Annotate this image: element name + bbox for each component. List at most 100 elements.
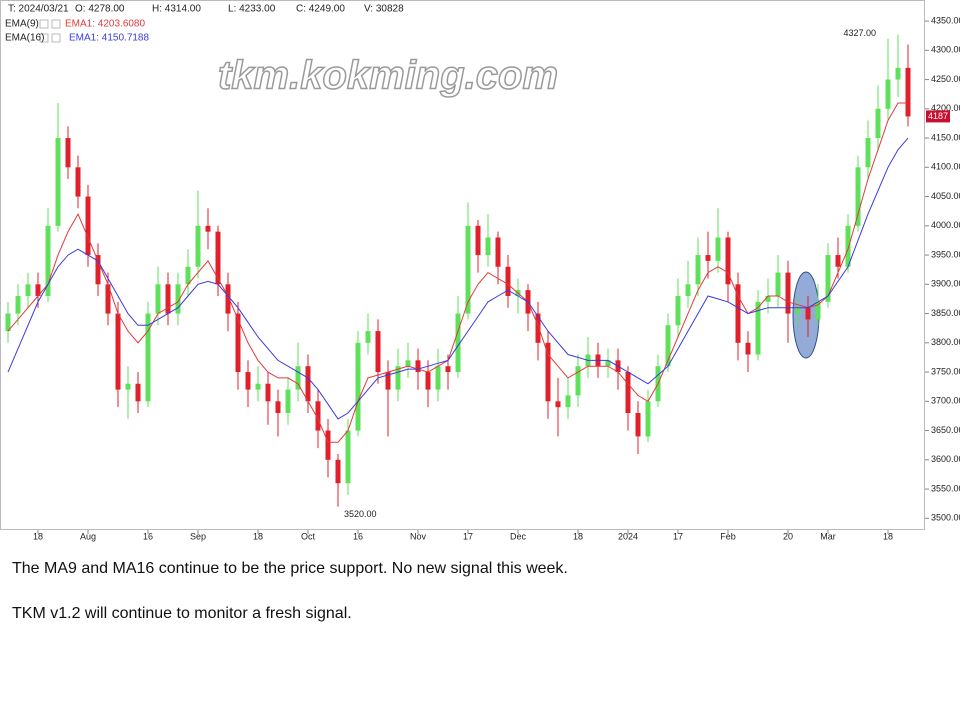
candle-body xyxy=(125,383,131,390)
candle-body xyxy=(375,331,381,373)
candle-body xyxy=(65,138,71,168)
y-tick-label: 4000.00 xyxy=(931,220,960,230)
candle-body xyxy=(895,67,901,80)
candle-body xyxy=(675,296,681,326)
y-tick-label: 4050.00 xyxy=(931,191,960,201)
x-tick-label: 17 xyxy=(463,531,473,541)
watermark: tkm.kokming.com xyxy=(218,54,558,98)
candle-body xyxy=(205,225,211,232)
candle-body xyxy=(185,266,191,285)
x-tick-label: 16 xyxy=(143,531,153,541)
caption: TKM v1.2 will continue to monitor a fres… xyxy=(12,605,352,622)
candle-body xyxy=(75,167,81,197)
checkbox xyxy=(51,19,61,29)
candle-body xyxy=(805,307,811,320)
checkbox xyxy=(39,33,49,43)
header-info: V: 30828 xyxy=(364,4,404,15)
x-tick-label: 20 xyxy=(783,531,793,541)
candle-body xyxy=(465,225,471,314)
x-tick-label: Mar xyxy=(820,531,836,541)
y-tick-label: 4250.00 xyxy=(931,74,960,84)
candle-body xyxy=(305,366,311,402)
legend-label: EMA(9) xyxy=(5,19,39,30)
price-tag xyxy=(926,110,950,123)
candle-body xyxy=(255,383,261,390)
header-info: H: 4314.00 xyxy=(152,4,201,15)
candle-body xyxy=(775,272,781,297)
plot-frame xyxy=(0,0,925,530)
candle-body xyxy=(785,272,791,314)
candle-body xyxy=(815,301,821,320)
candle-body xyxy=(545,342,551,402)
candle-body xyxy=(825,255,831,302)
candle-body xyxy=(225,284,231,314)
candle-body xyxy=(645,401,651,437)
y-tick-label: 4100.00 xyxy=(931,162,960,172)
candle-body xyxy=(735,284,741,343)
header-info: C: 4249.00 xyxy=(296,4,345,15)
y-tick-label: 3500.00 xyxy=(931,513,960,523)
candle-body xyxy=(695,255,701,285)
y-tick-label: 3950.00 xyxy=(931,249,960,259)
candle-body xyxy=(535,313,541,343)
y-tick-label: 3600.00 xyxy=(931,454,960,464)
y-tick-label: 3850.00 xyxy=(931,308,960,318)
candle-body xyxy=(395,366,401,390)
candle-body xyxy=(835,255,841,267)
candle-body xyxy=(265,383,271,402)
candle-body xyxy=(55,138,61,226)
candle-body xyxy=(85,196,91,256)
x-tick-label: 16 xyxy=(353,531,363,541)
x-tick-label: 2024 xyxy=(618,531,638,541)
checkbox xyxy=(51,33,61,43)
x-tick-label: Feb xyxy=(720,531,736,541)
candle-body xyxy=(315,401,321,431)
header-info: T: 2024/03/21 xyxy=(8,4,69,15)
candle-body xyxy=(5,313,11,332)
candle-body xyxy=(485,237,491,256)
candle-body xyxy=(235,313,241,373)
candle-body xyxy=(565,395,571,408)
candle-body xyxy=(345,430,351,484)
candle-body xyxy=(435,366,441,390)
chart: EMA(9) EMA1: 4203.6080 EMA(16) EMA1: 415… xyxy=(0,0,960,541)
y-tick-label: 4300.00 xyxy=(931,45,960,55)
candle-body xyxy=(445,366,451,373)
candle-body xyxy=(425,372,431,390)
candle-body xyxy=(705,255,711,261)
candle-body xyxy=(855,167,861,226)
candle-body xyxy=(95,255,101,285)
y-tick-label: 3700.00 xyxy=(931,396,960,406)
candle-body xyxy=(165,284,171,314)
candle-body xyxy=(285,389,291,414)
candle-body xyxy=(245,372,251,390)
y-tick-label: 4350.00 xyxy=(931,15,960,25)
candle-body xyxy=(155,284,161,314)
x-tick-label: 17 xyxy=(673,531,683,541)
ema-line xyxy=(7,102,908,443)
caption: The MA9 and MA16 continue to be the pric… xyxy=(12,560,568,577)
candle-body xyxy=(145,313,151,402)
candle-body xyxy=(685,284,691,297)
candle-body xyxy=(405,360,411,367)
y-tick-label: 3750.00 xyxy=(931,366,960,376)
x-tick-label: 18 xyxy=(883,531,893,541)
candle-body xyxy=(875,108,881,139)
candle-body xyxy=(885,79,891,109)
candle-body xyxy=(45,225,51,297)
price-tag-label: 4187 xyxy=(928,111,948,121)
x-tick-label: Aug xyxy=(80,531,96,541)
candle-body xyxy=(35,284,41,297)
candle-body xyxy=(355,342,361,431)
x-tick-label: Nov xyxy=(410,531,427,541)
candle-body xyxy=(195,225,201,267)
y-tick-label: 3800.00 xyxy=(931,337,960,347)
candle-body xyxy=(575,366,581,396)
candle-body xyxy=(295,366,301,390)
candle-body xyxy=(325,430,331,460)
candle-body xyxy=(115,313,121,390)
candle-body xyxy=(475,225,481,256)
candle-body xyxy=(555,401,561,408)
candle-body xyxy=(455,313,461,373)
